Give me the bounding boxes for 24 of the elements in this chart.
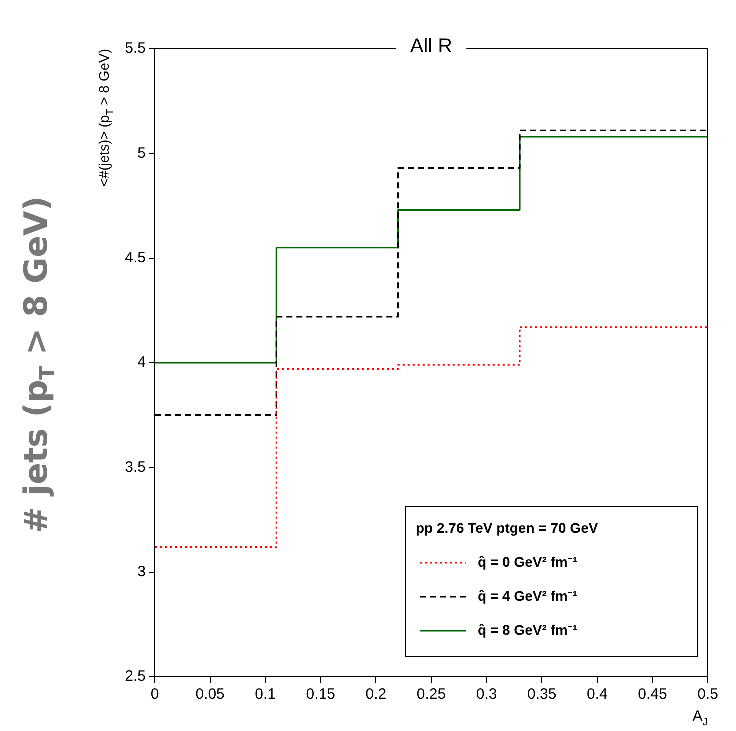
y-tick-label: 5 (138, 144, 146, 162)
y-tick-label: 3.5 (125, 458, 146, 476)
y-tick-label: 5.5 (125, 40, 146, 58)
y-tick-label: 3 (138, 563, 146, 580)
x-tick-label: 0.2 (366, 686, 387, 704)
legend-label: q̂ = 4 GeV² fm⁻¹ (478, 588, 578, 604)
x-tick-label: 0.25 (416, 686, 446, 704)
x-tick-label: 0.5 (698, 686, 718, 704)
y-tick-label: 4 (138, 354, 146, 372)
x-tick-label: 0.3 (476, 686, 498, 704)
x-tick-label: 0.35 (528, 686, 557, 704)
chart-title: All R (410, 36, 453, 58)
x-tick-label: 0.15 (306, 686, 336, 704)
x-tick-label: 0.45 (638, 686, 668, 704)
x-tick-label: 0.4 (586, 686, 608, 704)
y-tick-label: 4.5 (125, 249, 146, 266)
legend-title: pp 2.76 TeV ptgen = 70 GeV (416, 520, 599, 536)
legend-label: q̂ = 8 GeV² fm⁻¹ (478, 622, 578, 638)
legend-label: q̂ = 0 GeV² fm⁻¹ (478, 554, 578, 570)
x-tick-label: 0.05 (196, 686, 225, 704)
x-tick-label: 0 (150, 686, 160, 704)
x-tick-label: 0.1 (255, 686, 276, 704)
y-tick-label: 2.5 (125, 668, 146, 686)
y-axis-title: <#(jets)> (pT > 8 GeV) (96, 48, 116, 187)
